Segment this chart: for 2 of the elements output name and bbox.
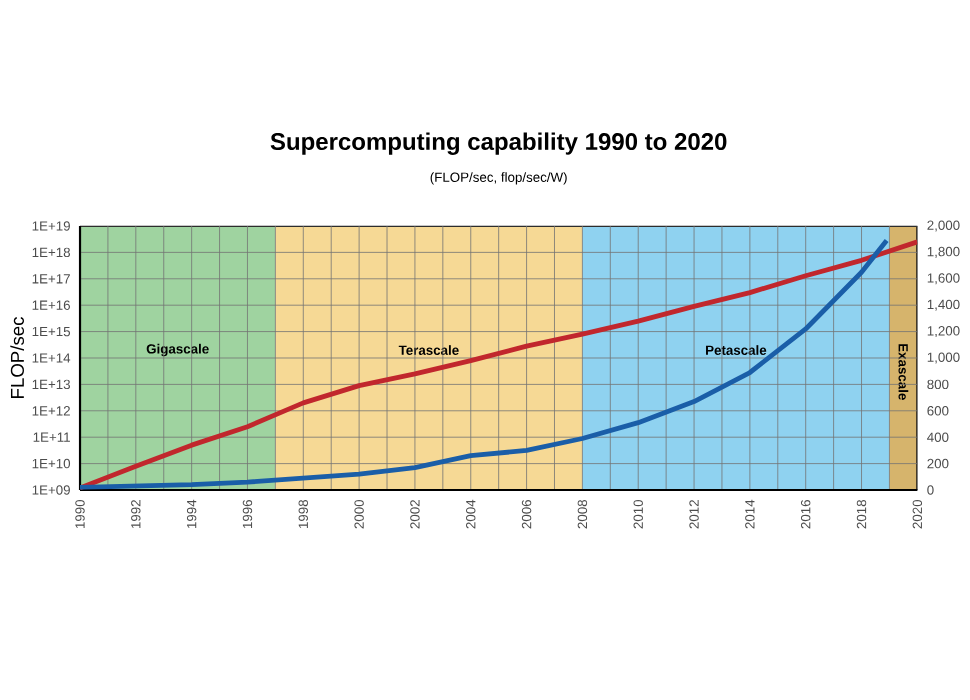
chart-title: Supercomputing capability 1990 to 2020	[270, 132, 727, 155]
y-axis-title: FLOP/sec	[10, 317, 24, 398]
